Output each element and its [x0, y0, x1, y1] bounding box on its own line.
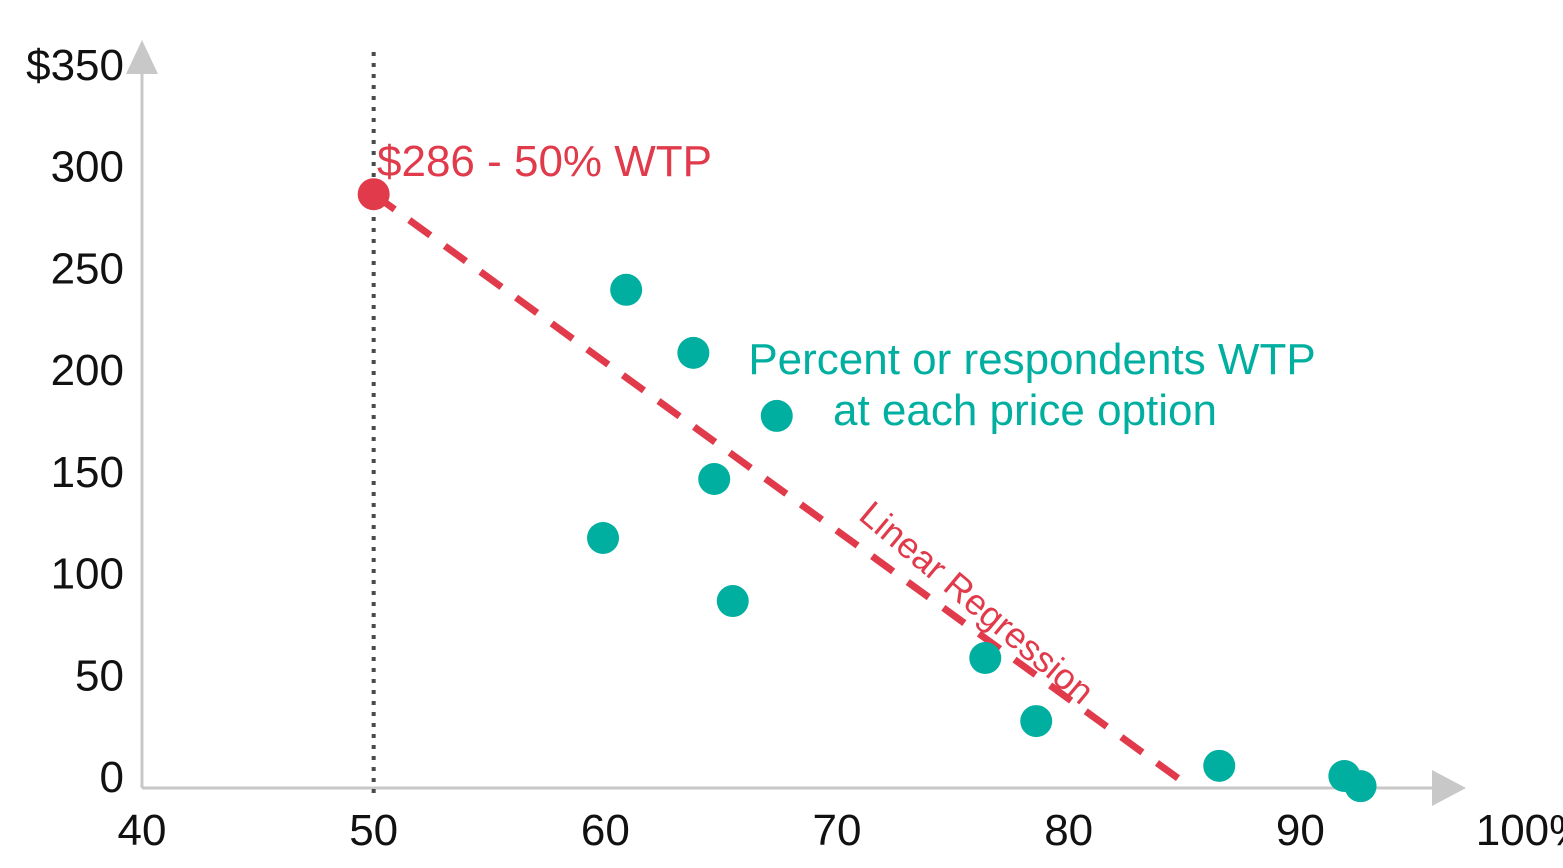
x-tick-label: 80 — [1044, 806, 1093, 855]
y-tick-label: 300 — [51, 143, 124, 192]
data-point — [610, 273, 643, 306]
data-point — [1020, 705, 1053, 738]
highlight-point — [357, 178, 390, 211]
y-axis-arrow — [126, 40, 158, 74]
y-tick-label: 100 — [51, 550, 124, 599]
highlight-label: $286 - 50% WTP — [377, 137, 712, 186]
x-axis-arrow — [1432, 770, 1466, 806]
y-tick-label: 250 — [51, 244, 124, 293]
points-label-line1: Percent or respondents WTP — [748, 335, 1315, 384]
x-tick-label: 60 — [581, 806, 630, 855]
data-point — [587, 521, 620, 554]
data-point — [760, 399, 793, 432]
data-point — [716, 585, 749, 618]
x-tick-label: 90 — [1276, 806, 1325, 855]
y-tick-label: 50 — [75, 651, 124, 700]
y-tick-label: 0 — [100, 753, 124, 802]
data-point — [1203, 749, 1236, 782]
data-point — [698, 462, 731, 495]
y-tick-label: 200 — [51, 346, 124, 395]
data-point — [1344, 770, 1377, 803]
regression-label: Linear Regression — [852, 493, 1102, 712]
points-label-line2: at each price option — [833, 386, 1217, 435]
x-tick-label: 70 — [813, 806, 862, 855]
reference-lines — [371, 52, 1194, 798]
y-tick-label: 150 — [51, 448, 124, 497]
data-point — [677, 336, 710, 369]
x-tick-label: 40 — [118, 806, 167, 855]
data-point — [969, 642, 1002, 675]
tick-labels: 40 50 60 70 80 90 100% 0 50 100 150 200 250 300 $350 — [26, 41, 1563, 855]
annotations: $286 - 50% WTP Percent or respondents WT… — [377, 137, 1316, 712]
x-tick-label: 100% — [1476, 806, 1563, 855]
data-points — [357, 178, 1377, 803]
y-tick-label: $350 — [26, 41, 124, 90]
regression-line — [371, 191, 1194, 791]
x-tick-label: 50 — [349, 806, 398, 855]
axes — [126, 40, 1466, 806]
